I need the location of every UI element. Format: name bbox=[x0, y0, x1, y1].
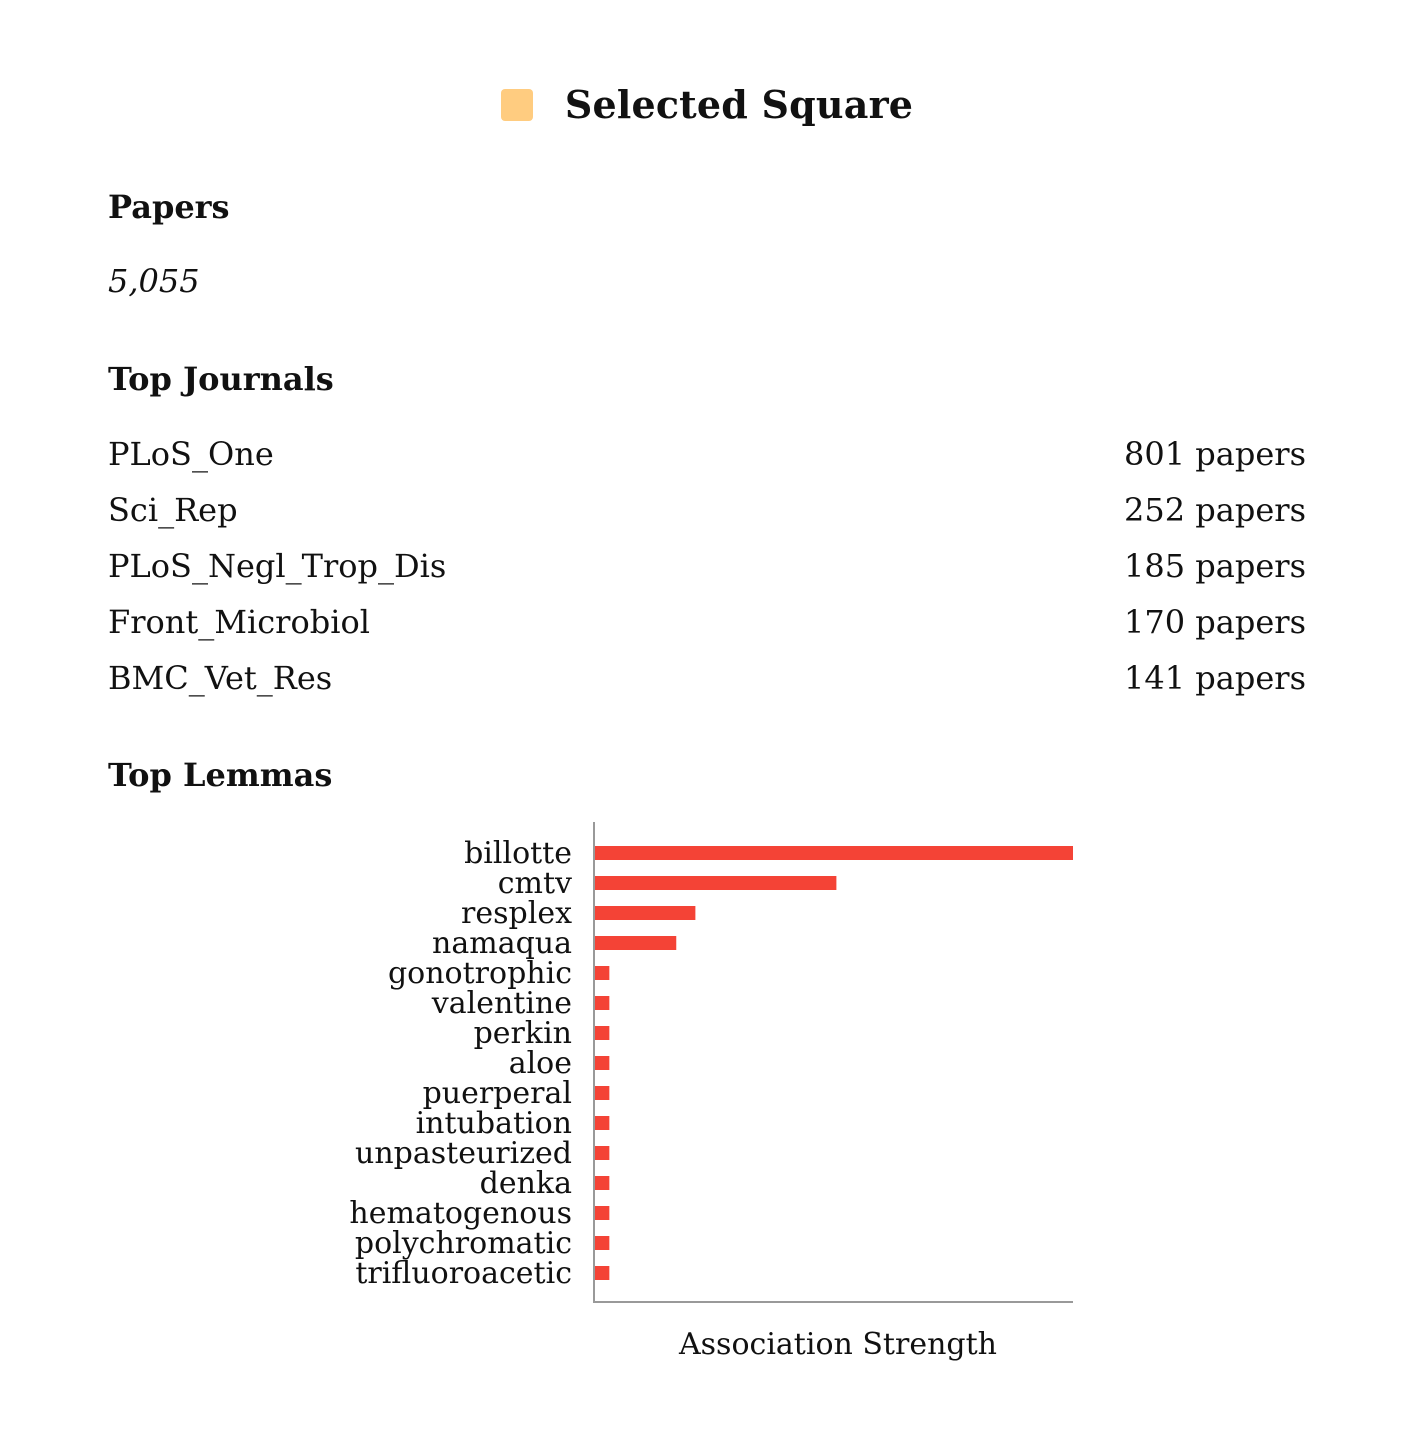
lemma-bar bbox=[595, 1206, 610, 1220]
lemma-label: cmtv bbox=[498, 866, 572, 901]
journal-count: 141 papers bbox=[1124, 659, 1306, 697]
journal-count: 185 papers bbox=[1124, 547, 1306, 585]
lemma-bar bbox=[595, 966, 610, 980]
journal-name: BMC_Vet_Res bbox=[108, 659, 333, 697]
lemma-bar bbox=[595, 906, 696, 920]
journal-row: Sci_Rep 252 papers bbox=[108, 488, 1306, 544]
header-title: Selected Square bbox=[564, 82, 914, 127]
lemma-label: intubation bbox=[416, 1106, 572, 1141]
lemma-bar bbox=[595, 1266, 610, 1280]
journal-row: PLoS_Negl_Trop_Dis 185 papers bbox=[108, 544, 1306, 600]
lemma-bar bbox=[595, 1086, 610, 1100]
lemmas-bar-chart-svg: billottecmtvresplexnamaquagonotrophicval… bbox=[349, 822, 1073, 1362]
lemma-label: polychromatic bbox=[355, 1226, 572, 1261]
lemma-label: trifluoroacetic bbox=[355, 1256, 572, 1291]
lemma-bar bbox=[595, 1176, 610, 1190]
journal-count: 801 papers bbox=[1124, 435, 1306, 473]
lemma-label: billotte bbox=[464, 836, 572, 871]
journal-name: PLoS_One bbox=[108, 435, 274, 473]
selected-square-header: Selected Square bbox=[0, 82, 1414, 127]
lemma-label: gonotrophic bbox=[388, 956, 572, 991]
journals-list: PLoS_One 801 papers Sci_Rep 252 papers P… bbox=[108, 432, 1306, 712]
lemma-label: unpasteurized bbox=[355, 1136, 572, 1171]
lemma-bar bbox=[595, 876, 837, 890]
lemma-bar bbox=[595, 1146, 610, 1160]
journal-count: 170 papers bbox=[1124, 603, 1306, 641]
lemma-bar bbox=[595, 1236, 610, 1250]
lemma-label: perkin bbox=[474, 1016, 572, 1051]
lemma-bar bbox=[595, 846, 1073, 860]
journal-row: BMC_Vet_Res 141 papers bbox=[108, 656, 1306, 712]
lemma-label: valentine bbox=[431, 986, 572, 1021]
papers-section-title: Papers bbox=[108, 188, 230, 226]
selected-square-swatch bbox=[500, 88, 533, 121]
journal-row: Front_Microbiol 170 papers bbox=[108, 600, 1306, 656]
lemma-label: denka bbox=[480, 1166, 572, 1201]
lemma-label: hematogenous bbox=[349, 1196, 572, 1231]
papers-count: 5,055 bbox=[108, 262, 200, 300]
journal-name: Sci_Rep bbox=[108, 491, 238, 529]
lemma-bar bbox=[595, 936, 677, 950]
journals-section-title: Top Journals bbox=[108, 360, 334, 398]
journal-row: PLoS_One 801 papers bbox=[108, 432, 1306, 488]
journal-name: Front_Microbiol bbox=[108, 603, 370, 641]
lemmas-chart: billotte cmtv resplex namaqua gonotrophic val… bbox=[0, 810, 1414, 1370]
lemma-label: resplex bbox=[461, 896, 572, 931]
lemma-bar bbox=[595, 1116, 610, 1130]
lemma-label: puerperal bbox=[423, 1076, 572, 1111]
x-axis-label: Association Strength bbox=[678, 1327, 997, 1362]
journal-name: PLoS_Negl_Trop_Dis bbox=[108, 547, 447, 585]
lemma-bar bbox=[595, 1056, 610, 1070]
lemma-label: aloe bbox=[509, 1046, 572, 1081]
journal-count: 252 papers bbox=[1124, 491, 1306, 529]
lemma-bar bbox=[595, 1026, 610, 1040]
lemmas-section-title: Top Lemmas bbox=[108, 756, 333, 794]
lemma-bar bbox=[595, 996, 610, 1010]
lemma-label: namaqua bbox=[432, 926, 572, 961]
